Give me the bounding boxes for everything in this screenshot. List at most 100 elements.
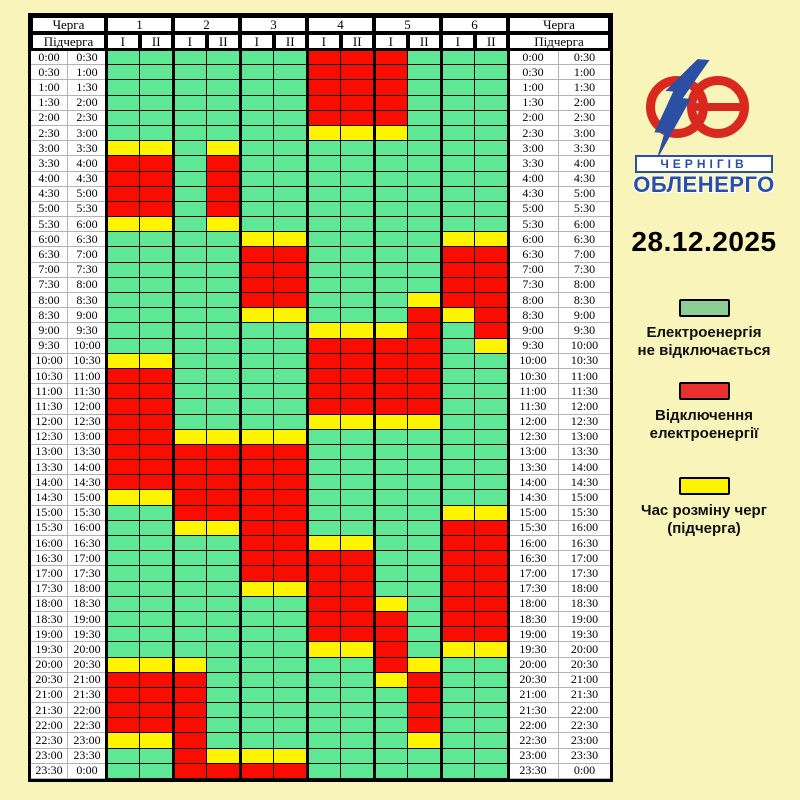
schedule-cell-3-II-14:00 bbox=[273, 475, 307, 491]
schedule-cell-3-II-8:30 bbox=[273, 308, 307, 324]
schedule-cell-5-II-7:30 bbox=[407, 277, 441, 293]
schedule-cell-4-I-0:00 bbox=[307, 50, 341, 66]
schedule-cell-6-I-18:30 bbox=[441, 611, 475, 628]
schedule-cell-4-II-20:30 bbox=[340, 672, 374, 688]
schedule-cell-6-II-22:30 bbox=[474, 733, 508, 749]
schedule-cell-3-I-18:00 bbox=[240, 596, 274, 612]
time-cell: 15:00 bbox=[559, 490, 610, 506]
schedule-cell-3-I-19:30 bbox=[240, 642, 274, 658]
schedule-cell-1-I-13:00 bbox=[106, 444, 140, 461]
schedule-cell-4-II-7:30 bbox=[340, 277, 374, 293]
time-cell: 4:30 bbox=[68, 171, 106, 187]
schedule-cell-5-II-11:30 bbox=[407, 399, 441, 415]
schedule-cell-1-I-17:00 bbox=[106, 566, 140, 582]
time-cell: 19:00 bbox=[68, 612, 106, 628]
schedule-cell-6-II-23:30 bbox=[474, 763, 508, 779]
schedule-cell-6-II-19:30 bbox=[474, 642, 508, 658]
schedule-cell-5-II-16:30 bbox=[407, 551, 441, 567]
time-cell: 1:30 bbox=[559, 80, 610, 96]
schedule-cell-4-II-16:30 bbox=[340, 551, 374, 567]
header-subqueue-2-I: I bbox=[173, 33, 207, 50]
schedule-cell-5-I-6:30 bbox=[374, 247, 408, 263]
schedule-cell-5-II-21:30 bbox=[407, 703, 441, 719]
schedule-cell-6-I-15:00 bbox=[441, 505, 475, 521]
schedule-cell-1-I-1:00 bbox=[106, 80, 140, 96]
schedule-cell-6-I-10:00 bbox=[441, 353, 475, 369]
schedule-cell-2-I-23:30 bbox=[173, 763, 207, 779]
schedule-cell-6-I-21:30 bbox=[441, 703, 475, 719]
schedule-cell-2-I-19:00 bbox=[173, 627, 207, 643]
time-cell: 18:30 bbox=[68, 596, 106, 612]
schedule-cell-2-I-13:00 bbox=[173, 444, 207, 461]
schedule-cell-3-I-4:30 bbox=[240, 186, 274, 202]
schedule-cell-5-I-14:00 bbox=[374, 475, 408, 491]
side-panel: ЧЕРНІГІВ ОБЛЕНЕРГО 28.12.2025 Електроене… bbox=[608, 0, 800, 800]
schedule-cell-3-II-19:30 bbox=[273, 642, 307, 658]
time-cell: 22:00 bbox=[508, 718, 559, 734]
header-subqueue-5-II: II bbox=[407, 33, 441, 50]
schedule-cell-2-II-20:30 bbox=[206, 672, 240, 688]
schedule-cell-2-I-19:30 bbox=[173, 642, 207, 658]
time-cell: 19:00 bbox=[508, 627, 559, 643]
legend-item-off: Відключення електроенергії bbox=[608, 382, 800, 443]
schedule-cell-6-II-16:30 bbox=[474, 551, 508, 567]
schedule-cell-4-I-11:00 bbox=[307, 384, 341, 400]
schedule-cell-1-I-6:30 bbox=[106, 247, 140, 263]
schedule-cell-3-I-5:30 bbox=[240, 217, 274, 233]
schedule-cell-1-I-20:00 bbox=[106, 657, 140, 673]
schedule-cell-4-II-14:30 bbox=[340, 490, 374, 506]
schedule-cell-1-II-9:30 bbox=[139, 338, 173, 354]
schedule-cell-4-I-12:00 bbox=[307, 414, 341, 430]
schedule-cell-5-I-1:30 bbox=[374, 95, 408, 111]
queue-group-divider bbox=[440, 16, 443, 779]
schedule-cell-3-II-5:00 bbox=[273, 201, 307, 218]
schedule-cell-5-II-3:30 bbox=[407, 156, 441, 172]
schedule-cell-3-II-12:00 bbox=[273, 414, 307, 430]
time-cell: 8:00 bbox=[68, 277, 106, 293]
schedule-cell-5-II-0:30 bbox=[407, 65, 441, 81]
time-cell: 20:00 bbox=[68, 642, 106, 658]
schedule-cell-2-II-6:30 bbox=[206, 247, 240, 263]
schedule-cell-2-II-21:30 bbox=[206, 703, 240, 719]
schedule-cell-6-I-20:00 bbox=[441, 657, 475, 673]
schedule-cell-2-II-22:30 bbox=[206, 733, 240, 749]
time-cell: 20:30 bbox=[31, 672, 68, 688]
schedule-cell-5-II-12:30 bbox=[407, 429, 441, 445]
schedule-cell-3-II-10:30 bbox=[273, 368, 307, 385]
schedule-cell-4-I-15:30 bbox=[307, 520, 341, 536]
schedule-cell-4-I-19:30 bbox=[307, 642, 341, 658]
schedule-cell-1-II-22:00 bbox=[139, 718, 173, 734]
schedule-cell-5-I-21:00 bbox=[374, 687, 408, 704]
schedule-cell-6-II-2:30 bbox=[474, 125, 508, 142]
schedule-cell-2-I-18:00 bbox=[173, 596, 207, 612]
time-cell: 23:30 bbox=[68, 748, 106, 764]
schedule-cell-5-II-7:00 bbox=[407, 262, 441, 278]
time-cell: 14:30 bbox=[68, 475, 106, 491]
schedule-cell-3-II-21:00 bbox=[273, 687, 307, 704]
schedule-cell-5-I-17:30 bbox=[374, 581, 408, 597]
legend-swatch-green bbox=[678, 299, 730, 317]
time-cell: 14:00 bbox=[559, 460, 610, 476]
schedule-cell-5-I-13:30 bbox=[374, 460, 408, 476]
schedule-cell-3-I-10:00 bbox=[240, 353, 274, 369]
time-cell: 6:30 bbox=[508, 247, 559, 263]
schedule-cell-6-II-14:00 bbox=[474, 475, 508, 491]
time-cell: 10:00 bbox=[68, 338, 106, 354]
schedule-cell-3-I-17:30 bbox=[240, 581, 274, 597]
time-cell: 0:00 bbox=[559, 763, 610, 779]
schedule-cell-5-I-10:00 bbox=[374, 353, 408, 369]
schedule-cell-1-I-2:00 bbox=[106, 110, 140, 126]
schedule-cell-1-I-21:00 bbox=[106, 687, 140, 704]
schedule-cell-3-I-18:30 bbox=[240, 611, 274, 628]
schedule-cell-6-II-11:00 bbox=[474, 384, 508, 400]
schedule-cell-5-I-8:00 bbox=[374, 293, 408, 309]
schedule-cell-5-I-0:00 bbox=[374, 50, 408, 66]
schedule-cell-3-II-10:00 bbox=[273, 353, 307, 369]
schedule-cell-6-I-2:00 bbox=[441, 110, 475, 126]
schedule-cell-1-I-9:30 bbox=[106, 338, 140, 354]
time-cell: 10:00 bbox=[31, 353, 68, 369]
schedule-cell-1-II-21:30 bbox=[139, 703, 173, 719]
schedule-cell-6-II-5:00 bbox=[474, 201, 508, 218]
schedule-cell-1-I-2:30 bbox=[106, 125, 140, 142]
schedule-cell-5-II-4:30 bbox=[407, 186, 441, 202]
